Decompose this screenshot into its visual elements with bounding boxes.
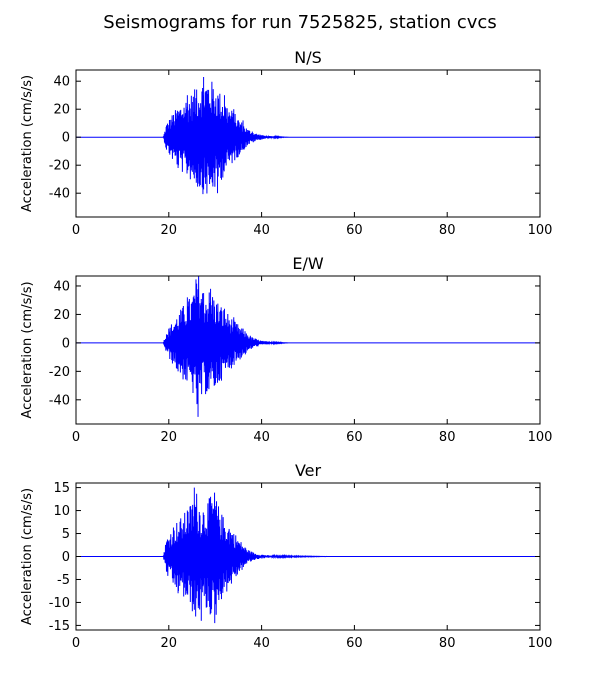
waveform-line xyxy=(76,492,540,617)
y-tick-label: 20 xyxy=(53,308,70,323)
y-tick-label: -20 xyxy=(49,159,70,174)
y-tick-label: 20 xyxy=(53,103,70,118)
x-tick-label: 20 xyxy=(161,636,178,651)
figure-title: Seismograms for run 7525825, station cvc… xyxy=(103,12,496,33)
y-tick-label: 40 xyxy=(53,75,70,90)
x-tick-label: 40 xyxy=(253,430,270,445)
y-tick-label: -10 xyxy=(49,596,70,611)
x-tick-label: 0 xyxy=(72,223,80,238)
x-tick-label: 80 xyxy=(439,636,456,651)
y-tick-label: 0 xyxy=(62,550,70,565)
y-axis-label: Acceleration (cm/s/s) xyxy=(20,75,35,212)
x-tick-label: 60 xyxy=(346,223,363,238)
y-axis-label: Acceleration (cm/s/s) xyxy=(20,281,35,418)
y-axis-label: Acceleration (cm/s/s) xyxy=(20,488,35,625)
y-tick-label: 10 xyxy=(53,504,70,519)
panel-title-ver: Ver xyxy=(295,461,322,480)
x-tick-label: 100 xyxy=(528,430,553,445)
x-tick-label: 100 xyxy=(528,223,553,238)
x-tick-label: 0 xyxy=(72,430,80,445)
x-tick-label: 60 xyxy=(346,636,363,651)
y-tick-label: 40 xyxy=(53,279,70,294)
panel-ew: E/W Acceleration (cm/s/s) 0 20 40 60 80 100 -40 -… xyxy=(20,254,552,445)
x-tick-label: 60 xyxy=(346,430,363,445)
waveform-line xyxy=(76,276,540,405)
y-tick-label: -40 xyxy=(49,187,70,202)
x-tick-label: 20 xyxy=(161,430,178,445)
x-tick-label: 80 xyxy=(439,223,456,238)
axes-frame xyxy=(75,69,541,218)
x-tick-label: 100 xyxy=(528,636,553,651)
panel-ns: N/S Acceleration (cm/s/s) 0 20 40 60 80 100 -40 -… xyxy=(20,48,552,238)
x-tick-label: 0 xyxy=(72,636,80,651)
y-tick-label: -20 xyxy=(49,365,70,380)
axes-frame xyxy=(75,275,541,425)
x-tick-label: 80 xyxy=(439,430,456,445)
y-tick-label: 5 xyxy=(62,527,70,542)
y-tick-label: 15 xyxy=(53,481,70,496)
y-tick-label: -15 xyxy=(49,619,70,634)
panel-title-ns: N/S xyxy=(294,48,322,67)
x-tick-label: 20 xyxy=(161,223,178,238)
y-tick-label: -5 xyxy=(57,573,70,588)
waveform-line xyxy=(76,81,540,195)
x-tick-label: 40 xyxy=(253,223,270,238)
y-tick-label: -40 xyxy=(49,393,70,408)
y-tick-label: 0 xyxy=(62,336,70,351)
y-tick-label: 0 xyxy=(62,131,70,146)
x-tick-label: 40 xyxy=(253,636,270,651)
panel-title-ew: E/W xyxy=(292,254,324,273)
